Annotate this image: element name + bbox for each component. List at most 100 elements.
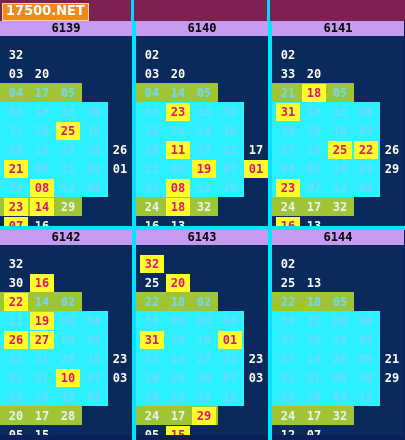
number-cell: 10	[332, 162, 348, 176]
number-row: 12 07	[272, 425, 404, 435]
number-cell: 01	[34, 371, 50, 385]
number-cell: 07	[222, 162, 238, 176]
highlighted-number: 20	[166, 274, 190, 292]
number-row: 25 13 12 06	[0, 387, 132, 406]
number-row: 26 28 30 07 03	[136, 368, 268, 387]
number-cell: 02	[280, 257, 296, 271]
number-row: 32	[0, 45, 132, 64]
number-cell: 02	[280, 48, 296, 62]
number-cell: 14	[170, 352, 186, 366]
column-divider	[268, 21, 272, 440]
number-cell: 12	[332, 181, 348, 195]
number-row: 04 01 10 03 29	[272, 159, 404, 178]
number-cell: 09	[60, 333, 76, 347]
highlighted-number: 32	[140, 255, 164, 273]
number-cell: 13	[170, 390, 186, 404]
number-row: 33 19 13 30	[0, 102, 132, 121]
issue-header: 6141	[272, 21, 404, 36]
number-cell: 04	[280, 162, 296, 176]
number-cell: 32	[8, 257, 24, 271]
number-row: 16 13	[272, 216, 404, 226]
number-cell: 28	[34, 124, 50, 138]
number-cell: 04	[222, 314, 238, 328]
number-row: 21 09 15 02 01	[0, 159, 132, 178]
number-cell: 32	[332, 409, 348, 423]
number-cell: 22	[144, 162, 160, 176]
issue-block-6140: 6140 02 03 20 04 14 05 33 23 15 30 25 28 24 10 26 11 27 21…	[136, 21, 268, 226]
number-cell: 04	[8, 86, 24, 100]
number-row: 02	[272, 45, 404, 64]
top-bar: 17500.NET	[0, 0, 405, 21]
number-cell: 11	[358, 390, 374, 404]
number-cell: 12	[196, 181, 212, 195]
number-cell: 02	[86, 162, 102, 176]
number-cell: 13	[34, 390, 50, 404]
number-cell: 08	[196, 314, 212, 328]
number-cell: 23	[280, 390, 296, 404]
issue-block-6142: 6142 32 30 16 22 14 02 11 19 08 04 26 27 09 06 33 21 29 18…	[0, 230, 132, 435]
highlighted-number: 01	[218, 331, 242, 349]
number-cell: 20	[170, 67, 186, 81]
number-cell: 06	[358, 181, 374, 195]
number-cell: 03	[248, 371, 264, 385]
green-band	[272, 406, 354, 425]
number-cell: 21	[384, 352, 400, 366]
number-cell: 18	[8, 181, 24, 195]
number-cell: 07	[306, 428, 322, 435]
number-cell: 27	[196, 143, 212, 157]
number-cell: 20	[34, 67, 50, 81]
number-cell: 27	[280, 143, 296, 157]
issue-header: 6144	[272, 230, 404, 245]
number-cell: 23	[248, 352, 264, 366]
number-cell: 29	[60, 352, 76, 366]
number-cell: 19	[34, 105, 50, 119]
number-row: 07 16	[0, 216, 132, 226]
green-band	[272, 197, 354, 216]
number-row: 03 20	[0, 64, 132, 83]
number-row: 18 08 12 06	[0, 178, 132, 197]
number-cell: 15	[332, 105, 348, 119]
number-cell: 06	[86, 390, 102, 404]
number-cell: 33	[8, 352, 24, 366]
issue-block-6143: 6143 32 25 20 22 18 02 33 09 08 04 31 26 10 01 33 14 27 21…	[136, 230, 268, 435]
number-cell: 09	[358, 124, 374, 138]
number-cell: 22	[144, 295, 160, 309]
number-cell: 28	[60, 409, 76, 423]
number-row: 02	[136, 45, 268, 64]
number-row: 33 15 08 06	[272, 311, 404, 330]
number-row: 31 01 10 07 03	[0, 368, 132, 387]
number-row: 26 11 27 21 17	[136, 140, 268, 159]
number-cell: 17	[248, 143, 264, 157]
number-cell: 08	[60, 314, 76, 328]
number-row: 22 18 02	[136, 292, 268, 311]
number-cell: 13	[306, 276, 322, 290]
number-cell: 30	[86, 105, 102, 119]
number-row: 25 13	[272, 273, 404, 292]
number-row: 20 17 28	[0, 406, 132, 425]
highlighted-number: 23	[276, 179, 300, 197]
number-cell: 12	[280, 428, 296, 435]
number-cell: 30	[222, 105, 238, 119]
number-cell: 10	[222, 124, 238, 138]
highlighted-number: 22	[354, 141, 378, 159]
site-logo[interactable]: 17500.NET	[2, 3, 89, 21]
number-cell: 14	[170, 86, 186, 100]
green-band	[136, 292, 218, 311]
number-cell: 14	[306, 352, 322, 366]
highlighted-number: 25	[56, 122, 80, 140]
number-cell: 26	[170, 333, 186, 347]
number-cell: 25	[8, 390, 24, 404]
number-cell: 09	[332, 371, 348, 385]
number-cell: 12	[60, 390, 76, 404]
number-row: 26 11 27 22 26	[0, 140, 132, 159]
number-row: 05 15	[136, 425, 268, 435]
number-cell: 15	[306, 314, 322, 328]
number-cell: 11	[8, 314, 24, 328]
number-cell: 33	[144, 352, 160, 366]
number-cell: 01	[112, 162, 128, 176]
number-cell: 16	[306, 333, 322, 347]
number-row: 27 14 20 09 21	[272, 349, 404, 368]
number-row: 33 14 27 21 23	[136, 349, 268, 368]
number-cell: 29	[60, 200, 76, 214]
